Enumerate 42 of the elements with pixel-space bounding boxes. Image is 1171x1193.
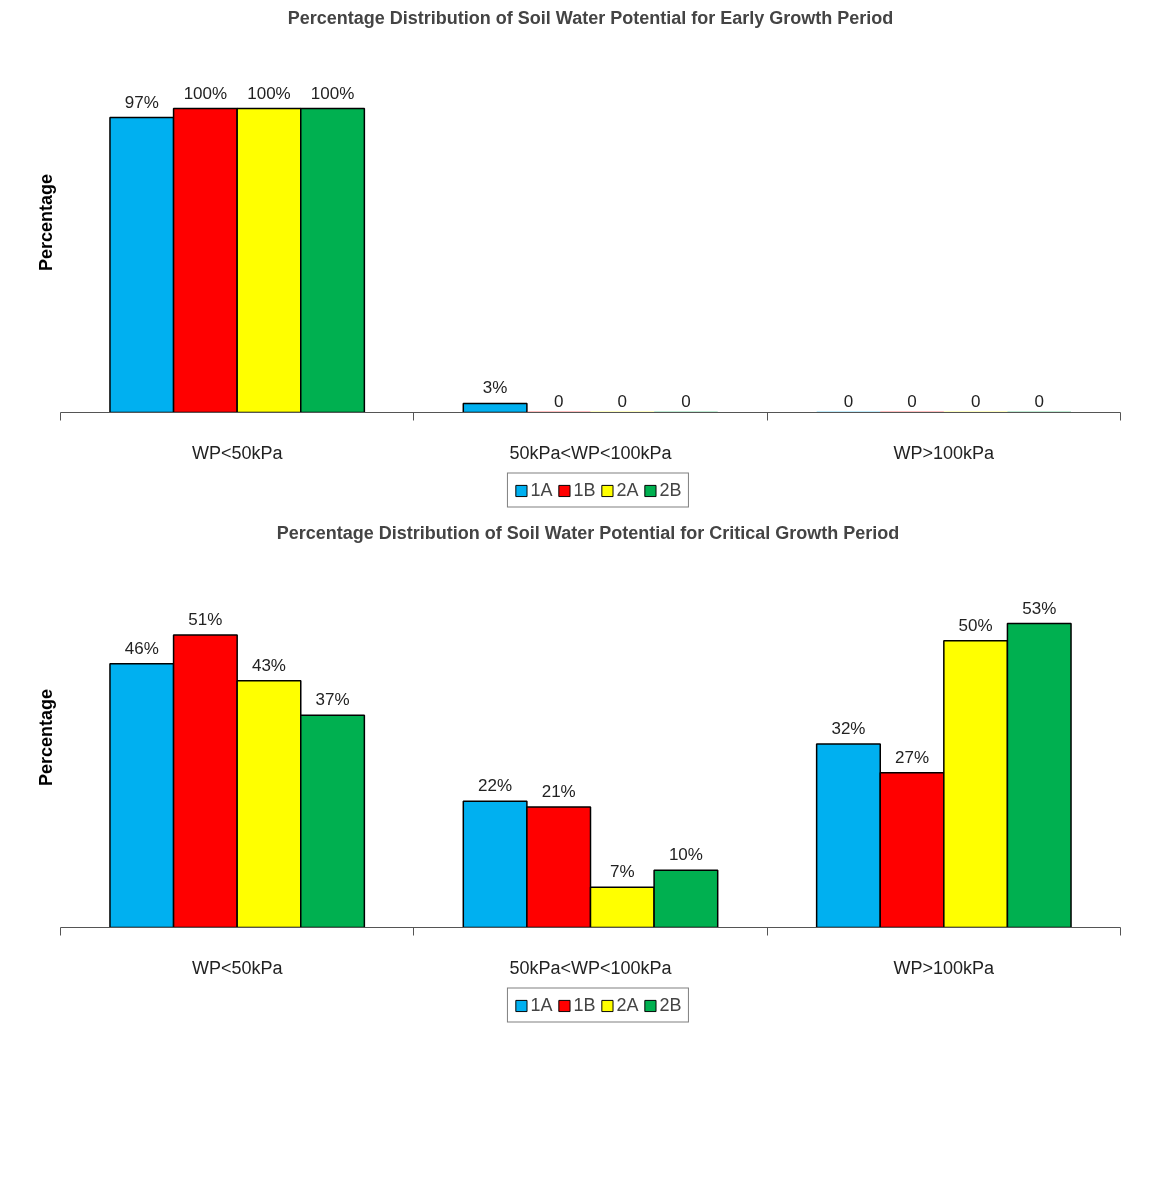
data-label: 0	[617, 391, 628, 411]
x-tick-label: 50kPa<WP<100kPa	[509, 442, 673, 463]
data-label: 0	[970, 391, 981, 411]
data-label: 43%	[251, 655, 286, 675]
data-label: 100%	[310, 83, 355, 103]
data-label: 22%	[478, 776, 513, 796]
data-label: 37%	[315, 690, 350, 710]
legend-label: 2A	[616, 994, 639, 1016]
x-tick-label: WP>100kPa	[893, 957, 996, 978]
data-label: 46%	[124, 638, 159, 658]
data-label: 53%	[1022, 598, 1057, 618]
data-label: 7%	[610, 862, 635, 882]
data-label: 3%	[482, 378, 508, 398]
data-label: 10%	[668, 845, 703, 865]
data-label: 0	[907, 391, 917, 411]
chart-title: Percentage Distribution of Soil Water Potential for Critical Growth Period	[276, 522, 900, 543]
legend-label: 2A	[616, 479, 639, 501]
data-label: 0	[681, 391, 691, 411]
data-label: 100%	[247, 83, 291, 103]
data-label: 27%	[895, 747, 930, 767]
x-tick-label: WP<50kPa	[191, 442, 284, 463]
data-label: 50%	[958, 615, 993, 635]
legend-label: 2B	[659, 479, 682, 501]
legend-label: 1B	[573, 994, 596, 1016]
data-label: 51%	[188, 609, 223, 629]
data-label: 32%	[831, 718, 866, 738]
data-label: 100%	[183, 83, 228, 103]
x-tick-label: 50kPa<WP<100kPa	[509, 957, 673, 978]
chart-title: Percentage Distribution of Soil Water Potential for Early Growth Period	[287, 7, 894, 28]
legend-label: 2B	[659, 994, 682, 1016]
data-label: 97%	[124, 92, 159, 112]
y-axis-title: Percentage	[35, 688, 56, 787]
legend-label: 1A	[530, 479, 553, 501]
x-tick-label: WP>100kPa	[893, 442, 996, 463]
data-label: 0	[553, 391, 564, 411]
legend-label: 1B	[573, 479, 596, 501]
x-tick-label: WP<50kPa	[191, 957, 284, 978]
y-axis-title: Percentage	[35, 173, 56, 272]
data-label: 0	[1034, 391, 1044, 411]
data-label: 21%	[541, 782, 576, 802]
data-label: 0	[843, 391, 854, 411]
legend-label: 1A	[530, 994, 553, 1016]
